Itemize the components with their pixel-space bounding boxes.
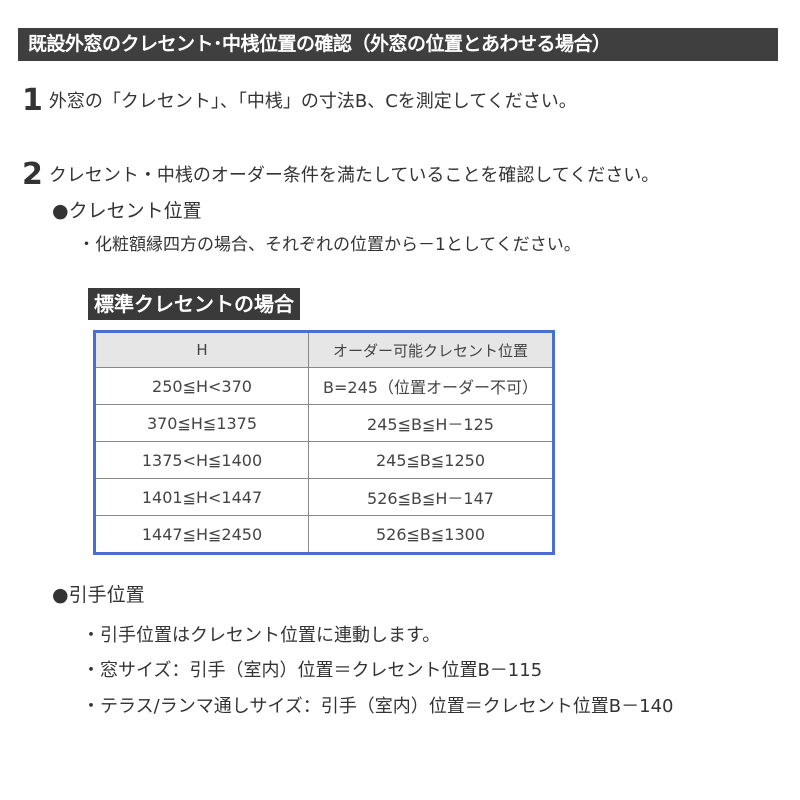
cell-h: 250≦H<370 [94,367,309,405]
cell-h: 1401≦H<1447 [94,478,309,516]
handle-note: ・窓サイズ：引手（室内）位置＝クレセント位置B－115 [82,660,543,681]
cell-position: B=245（位置オーダー不可） [308,367,554,405]
handle-note: ・テラス/ランマ通しサイズ：引手（室内）位置＝クレセント位置B－140 [82,696,674,717]
handle-heading: ●引手位置 [52,584,145,606]
crescent-note: ・化粧額縁四方の場合、それぞれの位置から－1としてください。 [78,235,581,255]
step-text: 外窓の「クレセント」、「中桟」の寸法B、Cを測定してください。 [48,91,577,112]
table-header-row: H オーダー可能クレセント位置 [94,331,554,368]
cell-position: 526≦B≦1300 [308,515,554,554]
cell-position: 526≦B≦H－147 [308,478,554,516]
handle-note: ・引手位置はクレセント位置に連動します。 [82,625,441,646]
cell-h: 1375<H≦1400 [94,441,309,479]
cell-position: 245≦B≦H－125 [308,404,554,442]
header-position: オーダー可能クレセント位置 [308,331,554,368]
table-row: 1375<H≦1400 245≦B≦1250 [94,441,554,479]
step-text: クレセント・中桟のオーダー条件を満たしていることを確認してください。 [48,165,660,186]
table-row: 1401≦H<1447 526≦B≦H－147 [94,478,554,516]
table-row: 370≦H≦1375 245≦B≦H－125 [94,404,554,442]
table-row: 250≦H<370 B=245（位置オーダー不可） [94,367,554,405]
crescent-heading: ●クレセント位置 [52,200,202,222]
step-2: 2 クレセント・中桟のオーダー条件を満たしていることを確認してください。 [22,160,659,191]
step-number: 1 [22,83,43,118]
section-title: 既設外窓のクレセント･中桟位置の確認（外窓の位置とあわせる場合） [18,28,778,61]
table-title: 標準クレセントの場合 [88,288,300,320]
cell-position: 245≦B≦1250 [308,441,554,479]
crescent-table: H オーダー可能クレセント位置 250≦H<370 B=245（位置オーダー不可）… [93,330,555,555]
header-h: H [94,331,309,368]
table-row: 1447≦H≦2450 526≦B≦1300 [94,515,554,554]
cell-h: 1447≦H≦2450 [94,515,309,554]
step-number: 2 [22,157,43,192]
cell-h: 370≦H≦1375 [94,404,309,442]
step-1: 1 外窓の「クレセント」、「中桟」の寸法B、Cを測定してください。 [22,86,577,117]
